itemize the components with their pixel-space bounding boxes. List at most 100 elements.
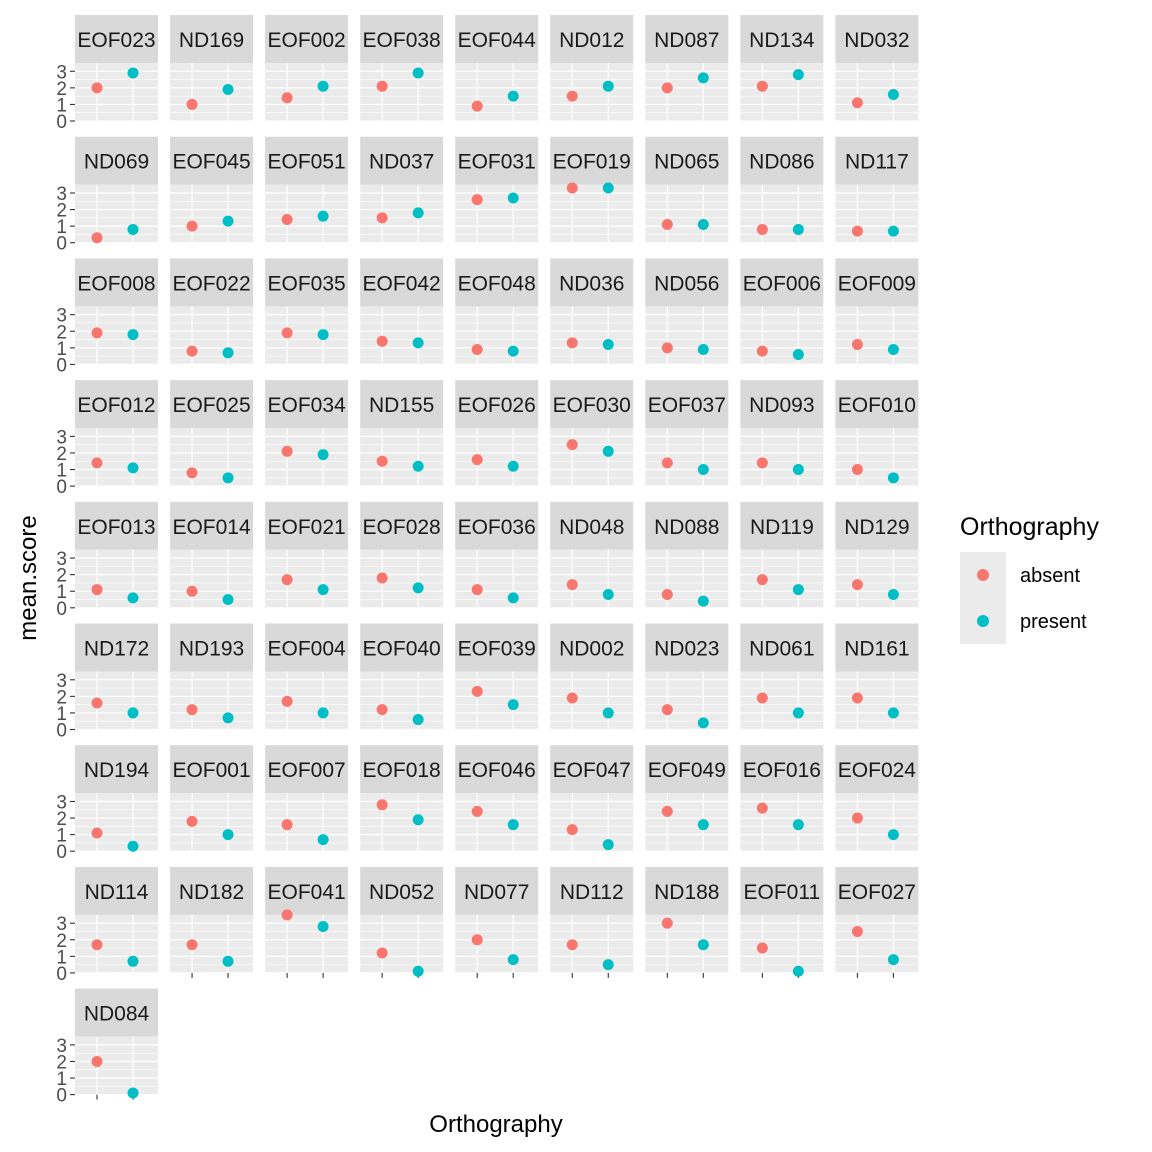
facet-label: EOF036 — [458, 516, 536, 539]
panel-background — [455, 184, 539, 243]
facet-eof046: EOF046 — [455, 745, 539, 852]
point-absent — [851, 692, 863, 704]
point-absent — [376, 212, 388, 224]
point-absent — [851, 225, 863, 237]
point-absent — [756, 802, 768, 814]
point-present — [127, 329, 139, 341]
panel-background — [645, 63, 729, 121]
point-absent — [566, 337, 578, 349]
legend-label-present: present — [1020, 611, 1087, 633]
facet-eof004: EOF004 — [265, 623, 349, 731]
facet-strip — [645, 15, 729, 63]
facet-eof030: EOF030 — [550, 380, 634, 487]
facet-eof051: EOF051 — [265, 136, 349, 244]
panel-background — [455, 63, 539, 121]
y-tick-label: 0 — [56, 234, 67, 255]
facet-strip — [75, 380, 158, 429]
panel-background — [75, 793, 158, 852]
facet-label: ND061 — [749, 638, 814, 661]
facet-strip — [740, 380, 824, 429]
panel-background — [740, 914, 824, 973]
point-present — [602, 445, 614, 457]
panel-background — [170, 63, 254, 121]
facet-eof034: EOF034 — [265, 380, 349, 487]
facet-label: ND169 — [179, 29, 244, 52]
point-present — [412, 207, 424, 219]
point-present — [792, 965, 804, 977]
facet-strip — [455, 866, 539, 915]
point-absent — [376, 799, 388, 811]
facet-strip — [645, 866, 729, 915]
panel-background — [360, 63, 444, 121]
point-absent — [471, 934, 483, 946]
point-present — [317, 80, 329, 92]
point-absent — [566, 824, 578, 836]
facet-strip — [835, 258, 919, 307]
point-absent — [91, 232, 103, 244]
panel-background — [645, 428, 729, 487]
y-tick-label: 2 — [56, 322, 67, 343]
facet-strip — [170, 866, 254, 915]
point-present — [887, 88, 899, 100]
facet-label: EOF042 — [363, 272, 441, 295]
panel-background — [360, 549, 444, 608]
point-absent — [471, 194, 483, 206]
facet-eof036: EOF036 — [455, 501, 539, 609]
point-absent — [661, 805, 673, 817]
panel-background — [835, 306, 919, 365]
point-absent — [756, 574, 768, 586]
point-absent — [91, 457, 103, 469]
y-tick-label: 2 — [56, 201, 67, 222]
facet-label: ND065 — [654, 151, 719, 174]
facet-label: ND052 — [369, 881, 434, 904]
point-absent — [281, 574, 293, 586]
facet-strip — [835, 745, 919, 794]
facet-strip — [360, 15, 444, 63]
panel-background — [360, 793, 444, 852]
panel-background — [550, 306, 634, 365]
point-present — [602, 589, 614, 601]
panel-background — [75, 671, 158, 730]
facet-strip — [170, 380, 254, 429]
panel-background — [835, 671, 919, 730]
facet-label: ND032 — [844, 29, 909, 52]
y-tick-label: 2 — [56, 931, 67, 952]
y-tick-label: 2 — [56, 444, 67, 465]
facet-eof040: EOF040 — [360, 623, 444, 731]
panel-background — [170, 793, 254, 852]
y-tick-label: 2 — [56, 687, 67, 708]
facet-strip — [75, 988, 158, 1037]
point-present — [222, 955, 234, 967]
facet-label: EOF006 — [743, 272, 821, 295]
panel-background — [265, 549, 349, 608]
facet-label: ND002 — [559, 638, 624, 661]
facet-nd087: ND087 — [645, 15, 729, 122]
facet-strip — [550, 501, 634, 550]
facet-label: ND056 — [654, 272, 719, 295]
facet-strip — [75, 623, 158, 672]
facet-eof010: EOF010 — [835, 380, 919, 487]
facet-strip — [265, 258, 349, 307]
facet-strip — [75, 501, 158, 550]
facet-label: EOF009 — [838, 272, 916, 295]
y-tick-label: 1 — [56, 461, 67, 482]
panel-background — [360, 914, 444, 973]
facet-nd155: ND155 — [360, 380, 444, 487]
panel-background — [455, 428, 539, 487]
facet-strip — [455, 15, 539, 63]
facet-label: ND087 — [654, 29, 719, 52]
facet-nd056: ND056 — [645, 258, 729, 365]
facet-nd182: ND182 — [170, 866, 254, 978]
y-tick-label: 2 — [56, 809, 67, 830]
legend-label-absent: absent — [1020, 565, 1080, 587]
facet-eof022: EOF022 — [170, 258, 254, 365]
y-tick-label: 0 — [56, 599, 67, 620]
facet-label: EOF041 — [267, 881, 345, 904]
facet-label: ND048 — [559, 516, 624, 539]
panel-background — [265, 671, 349, 730]
y-tick-label: 3 — [56, 671, 67, 692]
point-absent — [186, 345, 198, 357]
